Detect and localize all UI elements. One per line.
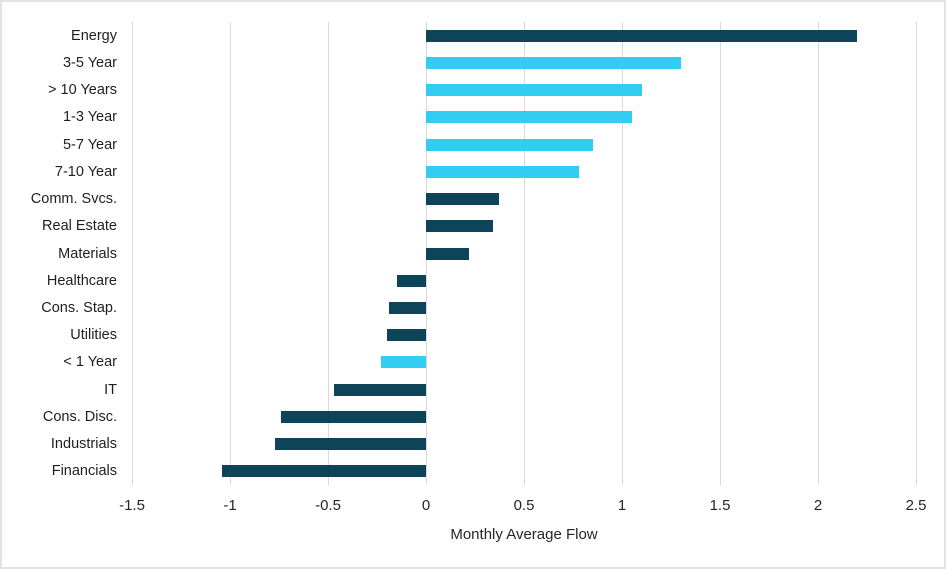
- bar-energy: [426, 29, 858, 42]
- gridline: [131, 22, 133, 485]
- category-label: Comm. Svcs.: [30, 191, 117, 208]
- bar-cons-stap: [388, 301, 426, 314]
- category-label: 5-7 Year: [62, 136, 117, 153]
- bar-1-year: [380, 356, 426, 369]
- bar-it: [333, 383, 426, 396]
- category-label: Cons. Disc.: [42, 408, 117, 425]
- bar-10-years: [426, 84, 642, 97]
- x-tick-label: -0.5: [315, 497, 341, 514]
- x-tick-label: 0.5: [513, 497, 535, 514]
- category-label: Materials: [58, 245, 117, 262]
- x-tick-label: -1.5: [119, 497, 145, 514]
- gridline: [523, 22, 525, 485]
- x-tick-label: 0: [421, 497, 431, 514]
- category-label: Energy: [71, 27, 117, 44]
- gridline: [229, 22, 231, 485]
- category-label: 1-3 Year: [62, 109, 117, 126]
- gridline: [817, 22, 819, 485]
- category-label: 7-10 Year: [54, 163, 117, 180]
- gridline: [327, 22, 329, 485]
- x-tick-label: 2.5: [905, 497, 927, 514]
- category-label: IT: [104, 381, 117, 398]
- category-label: Real Estate: [42, 218, 117, 235]
- bar-industrials: [275, 438, 426, 451]
- category-label: Cons. Stap.: [41, 299, 117, 316]
- category-label: Healthcare: [46, 272, 117, 289]
- category-label: 3-5 Year: [62, 54, 117, 71]
- bar-5-7-year: [426, 138, 593, 151]
- bar-7-10-year: [426, 165, 579, 178]
- x-tick-label: 2: [813, 497, 823, 514]
- bar-healthcare: [396, 274, 426, 287]
- bar-1-3-year: [426, 111, 632, 124]
- bar-comm-svcs: [426, 193, 499, 206]
- bar-utilities: [386, 329, 426, 342]
- category-label: Financials: [51, 463, 117, 480]
- x-tick-label: 1.5: [709, 497, 731, 514]
- category-label: Utilities: [70, 327, 117, 344]
- bar-3-5-year: [426, 56, 681, 69]
- gridline: [915, 22, 917, 485]
- gridline: [621, 22, 623, 485]
- x-axis-title: Monthly Average Flow: [450, 526, 598, 543]
- category-label: < 1 Year: [63, 354, 117, 371]
- category-label: > 10 Years: [48, 82, 117, 99]
- category-label: Industrials: [50, 436, 117, 453]
- x-tick-label: -1: [223, 497, 237, 514]
- bar-cons-disc: [280, 410, 426, 423]
- gridline: [719, 22, 721, 485]
- x-tick-label: 1: [617, 497, 627, 514]
- bar-financials: [222, 465, 426, 478]
- bar-materials: [426, 247, 470, 260]
- bar-real-estate: [426, 220, 493, 233]
